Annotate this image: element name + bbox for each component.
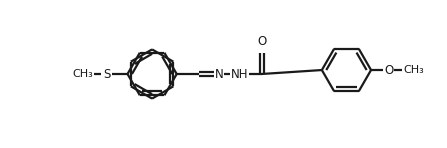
Text: O: O (257, 35, 266, 48)
Text: S: S (103, 67, 110, 81)
Text: N: N (215, 67, 224, 81)
Text: CH₃: CH₃ (73, 69, 93, 79)
Text: NH: NH (231, 67, 249, 81)
Text: O: O (384, 63, 393, 77)
Text: CH₃: CH₃ (403, 65, 424, 75)
